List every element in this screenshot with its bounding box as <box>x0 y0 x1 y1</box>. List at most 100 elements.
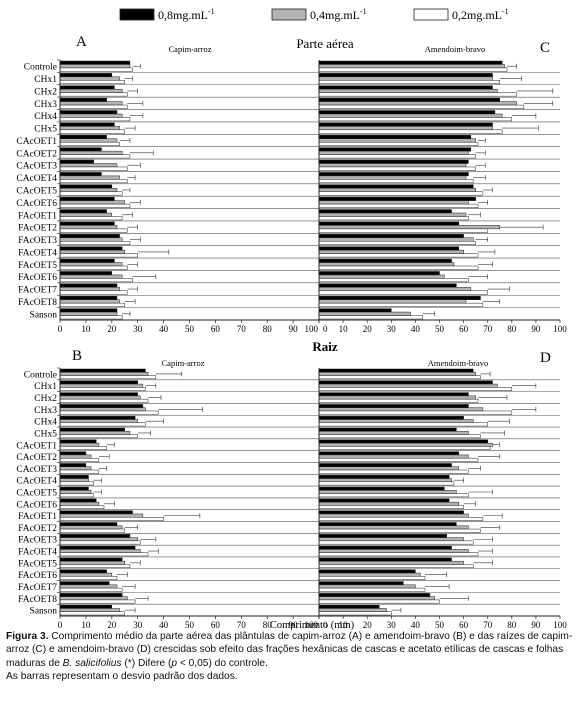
bar-a-11-1 <box>59 200 125 205</box>
bar-b-4-0 <box>59 415 136 420</box>
bar-b-15-1 <box>59 549 141 553</box>
bar-b-18-0 <box>59 581 110 586</box>
x-tick-label: 90 <box>289 620 299 630</box>
bar-b-0-2 <box>59 375 157 380</box>
bar-a-13-2 <box>59 228 128 233</box>
bar-c-18-2 <box>318 290 488 295</box>
bar-a-16-1 <box>59 262 123 267</box>
category-label: FAcOET2 <box>18 524 57 534</box>
panel-b: B Capim-arroz Controle CHx1 CHx2 CHx3 CHx4CHx5… <box>16 348 320 630</box>
bar-d-16-1 <box>318 560 464 565</box>
x-tick-label: 40 <box>411 324 421 334</box>
bar-d-18-0 <box>318 581 404 586</box>
bar-b-5-0 <box>59 427 125 432</box>
bar-c-16-2 <box>318 265 479 270</box>
bar-d-20-1 <box>318 608 387 612</box>
bar-a-14-0 <box>59 234 120 239</box>
bar-d-14-2 <box>318 540 474 545</box>
bar-d-2-2 <box>318 398 479 403</box>
bar-a-9-0 <box>59 172 102 177</box>
bar-b-8-1 <box>59 466 92 471</box>
x-tick-label: 10 <box>81 620 91 630</box>
bar-a-17-2 <box>59 278 133 283</box>
bar-c-5-2 <box>318 129 503 134</box>
x-tick-label: 30 <box>133 620 143 630</box>
bar-c-17-2 <box>318 278 469 283</box>
bar-a-17-1 <box>59 274 123 279</box>
panel-letter: D <box>540 350 551 366</box>
bar-b-8-2 <box>59 469 100 474</box>
bar-d-7-2 <box>318 457 479 462</box>
bar-c-19-2 <box>318 302 484 307</box>
category-label: FAcOET8 <box>18 298 57 308</box>
bar-c-15-0 <box>318 246 460 251</box>
category-label: Controle <box>24 370 57 380</box>
bar-d-12-0 <box>318 510 464 515</box>
bar-b-1-1 <box>59 383 144 388</box>
bar-d-10-0 <box>318 486 445 491</box>
bar-c-14-1 <box>318 237 474 242</box>
bar-d-13-2 <box>318 528 481 533</box>
category-label: FAcOET3 <box>18 236 57 246</box>
bar-b-18-1 <box>59 584 118 589</box>
bar-c-20-0 <box>318 308 392 313</box>
category-label: CAcOET6 <box>16 500 57 510</box>
bar-d-18-1 <box>318 584 416 589</box>
bar-b-13-2 <box>59 528 125 533</box>
bar-b-10-0 <box>59 486 89 491</box>
bar-a-0-0 <box>59 60 131 65</box>
category-label: CHx4 <box>34 112 57 122</box>
bar-b-9-0 <box>59 475 89 479</box>
panel-c: C Amendoim-bravo 0 10 20 30 40 50 60 70 80 90 100 <box>318 40 567 334</box>
caption-text-3: < 0,05) do controle. <box>177 657 268 669</box>
x-tick-label: 30 <box>387 620 397 630</box>
bar-d-11-1 <box>318 501 460 506</box>
category-label: FAcOET7 <box>18 286 57 296</box>
bar-c-5-0 <box>318 122 493 127</box>
legend: 0,8mg.mL-1 0,4mg.mL-1 0,2mg.mL-1 <box>119 7 509 22</box>
bar-d-7-1 <box>318 454 469 459</box>
bar-b-5-1 <box>59 431 131 435</box>
bar-d-6-1 <box>318 442 493 447</box>
category-label: Sanson <box>30 607 58 617</box>
bar-c-19-0 <box>318 295 481 300</box>
x-tick-label: 60 <box>211 324 221 334</box>
bar-d-19-1 <box>318 596 435 601</box>
bar-d-1-2 <box>318 387 513 391</box>
bar-b-17-1 <box>59 572 113 577</box>
bar-d-17-2 <box>318 576 426 580</box>
bar-d-0-1 <box>318 372 476 376</box>
bar-a-5-1 <box>59 126 120 131</box>
bar-a-4-1 <box>59 113 123 118</box>
bar-a-7-2 <box>59 154 131 159</box>
bar-d-17-1 <box>318 572 421 577</box>
bar-a-12-1 <box>59 212 113 217</box>
bottom-heading: Raiz <box>312 339 338 354</box>
bar-a-3-1 <box>59 101 123 106</box>
category-label: FAcOET6 <box>18 571 57 581</box>
category-label: Controle <box>24 63 57 73</box>
bar-b-17-2 <box>59 576 118 580</box>
bar-d-17-0 <box>318 569 416 574</box>
bar-d-12-2 <box>318 517 484 521</box>
bar-d-10-2 <box>318 493 469 498</box>
bar-b-13-1 <box>59 525 123 530</box>
x-tick-label: 100 <box>553 620 567 630</box>
bar-b-1-0 <box>59 380 138 385</box>
bar-c-19-1 <box>318 299 467 304</box>
bar-b-2-1 <box>59 395 141 400</box>
bar-c-20-1 <box>318 311 411 316</box>
bar-b-4-1 <box>59 419 138 424</box>
bar-c-16-1 <box>318 262 455 267</box>
x-tick-label: 90 <box>531 620 541 630</box>
bar-a-10-2 <box>59 191 123 196</box>
bar-b-7-2 <box>59 457 100 462</box>
category-label: CAcOET1 <box>16 441 57 451</box>
category-label: FAcOET8 <box>18 595 57 605</box>
bar-d-4-0 <box>318 415 464 420</box>
bar-a-7-1 <box>59 150 123 155</box>
figure-caption: Figura 3. Comprimento médio da parte aér… <box>6 630 576 684</box>
bar-c-4-0 <box>318 110 496 115</box>
bar-b-15-2 <box>59 552 149 557</box>
bar-b-20-0 <box>59 604 113 609</box>
